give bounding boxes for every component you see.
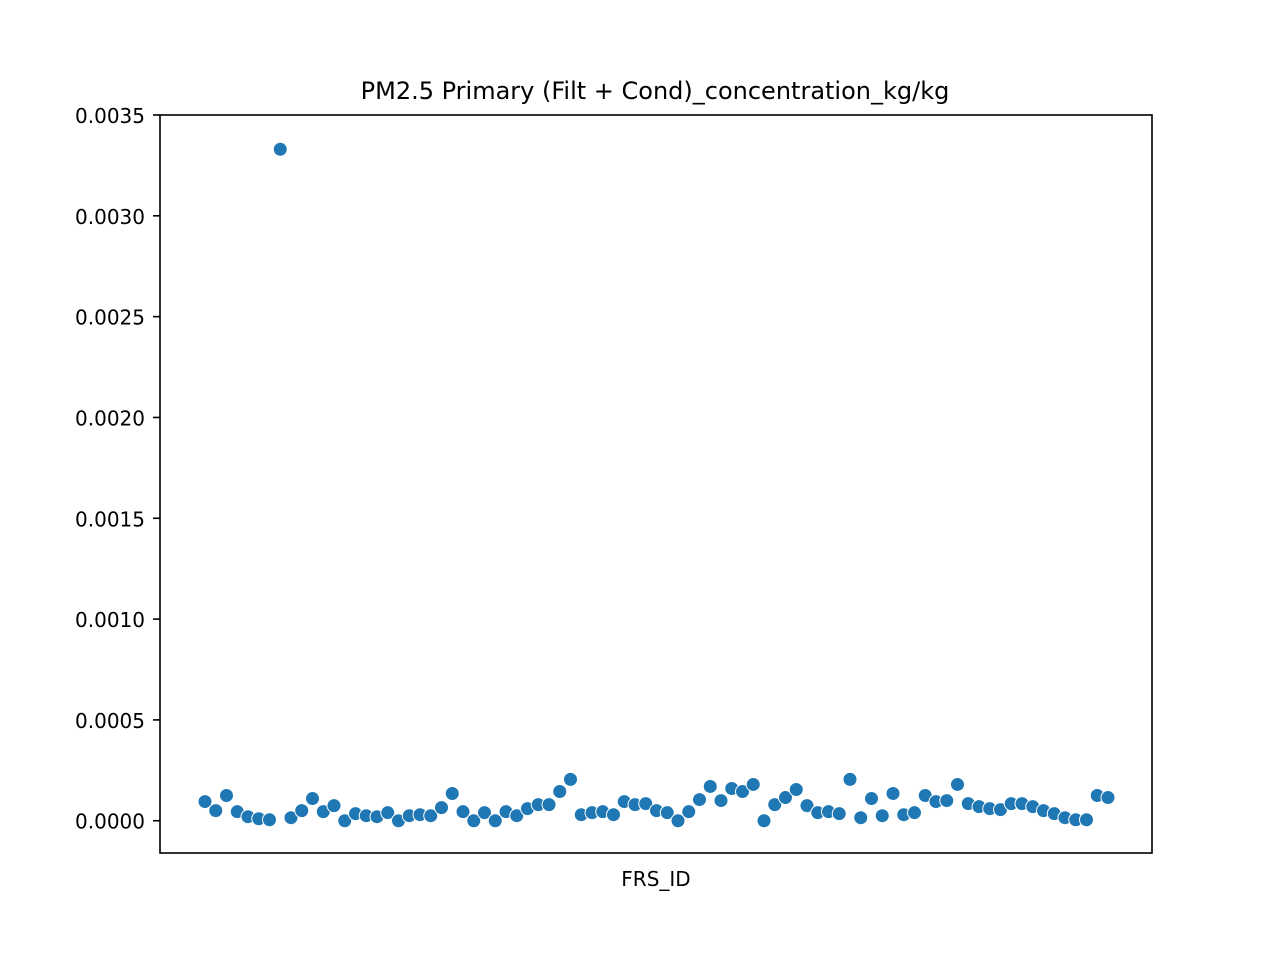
- y-tick-label: 0.0035: [75, 104, 145, 128]
- data-point: [1100, 790, 1116, 806]
- data-point: [455, 804, 471, 820]
- data-point: [702, 778, 718, 794]
- data-point: [509, 808, 525, 824]
- data-point: [885, 786, 901, 802]
- x-axis-label: FRS_ID: [621, 867, 690, 891]
- data-point: [659, 805, 675, 821]
- data-point: [874, 808, 890, 824]
- data-point: [778, 790, 793, 806]
- data-point: [219, 788, 234, 804]
- data-point: [756, 813, 772, 829]
- data-point: [670, 813, 686, 829]
- data-point: [735, 784, 750, 799]
- data-point: [831, 806, 847, 822]
- data-point: [552, 784, 568, 799]
- data-point: [939, 793, 955, 809]
- data-point: [799, 798, 815, 814]
- data-point: [337, 813, 353, 829]
- data-point: [853, 810, 869, 826]
- data-point: [713, 793, 729, 809]
- y-tick-label: 0.0015: [75, 507, 145, 531]
- data-point: [294, 803, 310, 819]
- data-point: [444, 786, 460, 802]
- y-tick-label: 0.0005: [75, 709, 145, 733]
- data-point: [541, 797, 557, 813]
- y-tick-label: 0.0000: [75, 810, 145, 834]
- data-point: [466, 813, 482, 829]
- data-point: [842, 771, 858, 787]
- data-point: [380, 805, 396, 821]
- data-point: [262, 812, 277, 828]
- data-point: [272, 141, 288, 157]
- data-point: [1079, 812, 1094, 828]
- data-point: [283, 810, 299, 826]
- data-point: [692, 792, 707, 808]
- y-tick-label: 0.0030: [75, 205, 145, 229]
- y-tick-label: 0.0025: [75, 306, 145, 330]
- data-point: [477, 805, 492, 821]
- data-point: [907, 805, 922, 821]
- data-point: [487, 813, 503, 829]
- data-point: [326, 798, 342, 814]
- data-point: [423, 808, 439, 824]
- data-point: [208, 803, 224, 819]
- data-point: [434, 800, 449, 816]
- data-point: [563, 771, 578, 787]
- y-tick-label: 0.0020: [75, 406, 145, 430]
- data-point: [767, 797, 783, 813]
- data-point: [745, 776, 761, 792]
- data-point: [305, 791, 320, 807]
- data-point: [638, 796, 654, 812]
- plot-frame: [159, 114, 1153, 854]
- y-axis: 0.0000 0.0005 0.0010 0.0015 0.0020 0.0025 0.00…: [75, 104, 160, 834]
- data-point: [606, 807, 621, 823]
- data-point: [197, 794, 213, 810]
- data-point: [788, 781, 804, 797]
- data-point: [950, 776, 965, 792]
- chart-title: PM2.5 Primary (Filt + Cond)_concentratio…: [361, 77, 950, 105]
- data-point: [681, 804, 697, 820]
- y-tick-label: 0.0010: [75, 608, 145, 632]
- data-point: [864, 791, 879, 807]
- data-points: [197, 141, 1116, 829]
